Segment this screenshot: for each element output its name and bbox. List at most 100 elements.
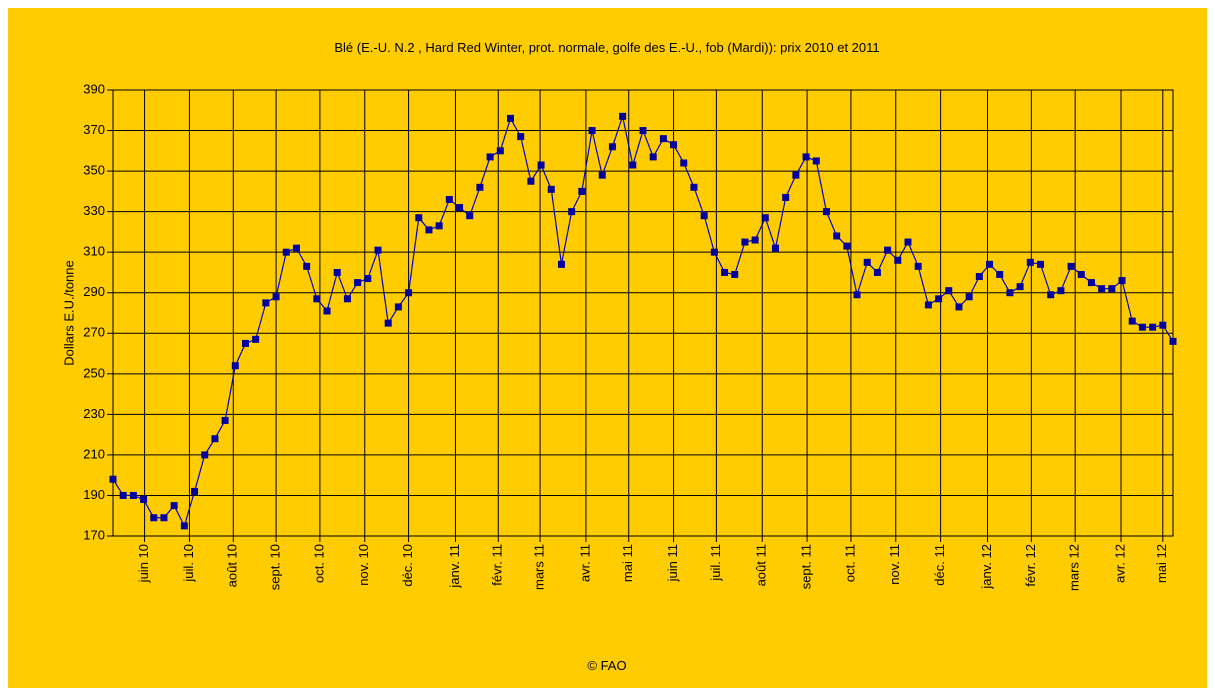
data-point — [751, 236, 759, 244]
data-point — [292, 244, 300, 252]
data-point — [435, 222, 443, 230]
x-tick-label: avr. 12 — [1112, 544, 1127, 583]
data-point — [782, 193, 790, 201]
y-tick-label: 210 — [83, 446, 105, 461]
data-point — [537, 161, 545, 169]
data-point — [680, 159, 688, 167]
data-point — [507, 114, 514, 122]
data-point — [445, 195, 453, 203]
x-tick-label: nov. 10 — [356, 544, 371, 586]
x-tick-label: mai 12 — [1154, 544, 1169, 583]
data-point — [1016, 283, 1024, 291]
data-point — [1138, 323, 1146, 331]
x-tick-label: déc. 11 — [932, 544, 947, 586]
data-point — [109, 475, 117, 483]
x-tick-label: mars 12 — [1067, 544, 1082, 591]
data-point — [588, 127, 596, 135]
data-point — [374, 246, 382, 254]
chart-background — [8, 8, 1207, 688]
data-point — [527, 177, 535, 185]
y-tick-label: 250 — [83, 365, 105, 380]
data-point — [710, 248, 718, 256]
data-point — [659, 135, 667, 143]
data-point — [180, 522, 188, 530]
x-tick-label: mai 11 — [620, 544, 635, 582]
plot-frame — [112, 89, 1174, 537]
y-tick-label: 270 — [83, 325, 105, 340]
data-point — [904, 238, 912, 246]
data-point — [1026, 258, 1034, 266]
data-point — [415, 214, 423, 222]
data-point — [1118, 277, 1126, 285]
data-point — [425, 226, 433, 234]
data-point — [384, 319, 392, 327]
data-point — [843, 242, 851, 250]
data-point — [975, 273, 983, 281]
data-point — [945, 287, 953, 295]
data-point — [119, 491, 127, 499]
x-tick-label: avr. 11 — [577, 544, 592, 582]
data-point — [761, 214, 769, 222]
data-point — [231, 362, 239, 370]
data-point — [252, 335, 260, 343]
footer: © FAO — [587, 658, 626, 673]
x-tick-label: sept. 11 — [799, 544, 814, 589]
data-point — [1077, 270, 1085, 278]
y-tick-label: 290 — [83, 284, 105, 299]
data-point — [690, 183, 698, 191]
data-point — [456, 204, 464, 212]
data-point — [323, 307, 331, 315]
data-point — [914, 262, 922, 270]
data-point — [140, 496, 148, 504]
data-point — [1067, 262, 1075, 270]
data-point — [731, 270, 739, 278]
y-tick-label: 390 — [83, 81, 105, 96]
data-point — [578, 187, 586, 195]
x-tick-label: juil. 10 — [181, 544, 196, 583]
data-point — [170, 502, 178, 510]
data-point — [282, 248, 290, 256]
x-tick-label: févr. 11 — [490, 544, 505, 586]
data-point — [313, 295, 321, 303]
data-point — [221, 416, 229, 424]
data-point — [486, 153, 494, 161]
data-point — [772, 244, 779, 252]
data-point — [364, 275, 372, 283]
data-point — [884, 246, 892, 254]
data-point — [1098, 285, 1106, 293]
data-point — [619, 112, 627, 120]
x-tick-label: oct. 11 — [842, 544, 857, 582]
data-point — [496, 147, 504, 155]
data-point — [873, 268, 881, 276]
data-point — [547, 185, 555, 193]
data-point — [1057, 287, 1065, 295]
data-point — [242, 339, 249, 347]
data-point — [160, 514, 168, 522]
data-point — [608, 143, 616, 151]
data-point — [955, 303, 963, 311]
data-point — [822, 208, 830, 216]
data-point — [863, 258, 871, 266]
data-point — [129, 491, 137, 499]
data-point — [1087, 279, 1095, 287]
data-point — [935, 295, 943, 303]
data-point — [1149, 323, 1157, 331]
x-tick-label: janv. 11 — [447, 544, 462, 589]
x-tick-label: août 10 — [225, 544, 240, 587]
data-point — [812, 157, 820, 165]
data-point — [1108, 285, 1116, 293]
data-point — [1006, 289, 1014, 297]
x-tick-label: août 11 — [754, 544, 769, 586]
data-point — [394, 303, 402, 311]
data-point — [354, 279, 362, 287]
data-point — [150, 514, 158, 522]
y-tick-label: 310 — [83, 244, 105, 259]
y-tick-label: 370 — [83, 122, 105, 137]
x-tick-label: déc. 10 — [400, 544, 415, 587]
data-point — [833, 232, 841, 240]
x-tick-label: janv. 12 — [979, 544, 994, 590]
data-point — [568, 208, 576, 216]
data-point — [476, 183, 484, 191]
data-point — [211, 435, 219, 443]
